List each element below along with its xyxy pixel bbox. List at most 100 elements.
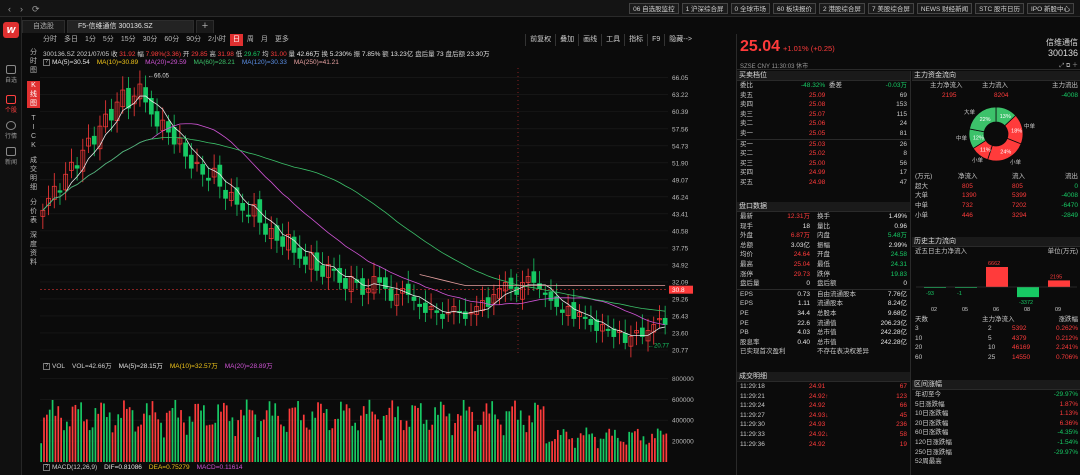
volume-bar <box>334 419 337 462</box>
back-arrow-icon[interactable]: ‹ <box>8 4 11 14</box>
candle-body <box>405 283 411 295</box>
period-button[interactable]: 30分 <box>142 36 158 43</box>
period-button[interactable]: 月 <box>260 36 268 43</box>
toolbar-button[interactable]: 指标 <box>624 34 647 46</box>
volume-bar <box>257 437 259 462</box>
period-button[interactable]: 多日 <box>64 36 78 43</box>
star-icon <box>6 65 16 74</box>
volume-chart[interactable]: 800000 600000 400000 200000 <box>40 368 696 464</box>
quick-link[interactable]: 2 港股综合屏 <box>819 3 865 14</box>
app-logo[interactable]: w <box>3 22 19 38</box>
cell: 1.13% <box>1059 410 1078 418</box>
forward-arrow-icon[interactable]: › <box>20 4 23 14</box>
period-button[interactable]: 90分 <box>186 36 201 43</box>
price-chart[interactable]: 66.05 63.22 60.39 57.56 54.73 51.90 49.07 46.24… <box>40 68 696 358</box>
cell: 206.23亿 <box>880 319 907 327</box>
add-tab-button[interactable]: + <box>195 20 215 33</box>
quick-link[interactable]: 0 全球市场 <box>730 3 770 14</box>
cell: -29.97% <box>1053 391 1078 398</box>
quick-link[interactable]: 60 板块报价 <box>772 3 817 14</box>
toolbar-button[interactable]: 叠加 <box>555 34 578 46</box>
view-tab[interactable]: T I C K <box>30 115 37 149</box>
candle-body <box>228 191 234 201</box>
cell: 11:29:30 <box>740 421 765 429</box>
volume-bar <box>385 415 388 462</box>
cell: 最低 <box>817 260 830 268</box>
period-button[interactable]: 1分 <box>85 36 96 43</box>
volume-bar <box>245 399 248 462</box>
candle-body <box>183 142 188 157</box>
cell: 56 <box>899 159 907 167</box>
toolbar-button[interactable]: 画线 <box>578 34 601 46</box>
volume-bar <box>485 403 488 462</box>
info-value: 42.66万 <box>296 51 320 58</box>
volume-bar <box>419 403 422 462</box>
last-price: 25.04 <box>740 38 781 55</box>
popout-icon[interactable]: ⧉ <box>1066 63 1071 69</box>
tab-watchlist[interactable]: 自选股 <box>22 20 65 33</box>
volume-bar <box>308 429 311 462</box>
view-tab[interactable]: K 线 图 <box>27 81 40 108</box>
indicator-settings-icon[interactable]: ? <box>43 362 50 370</box>
cell: PE <box>740 309 749 317</box>
flow-bar <box>955 286 977 288</box>
info-key: 量 <box>288 51 296 58</box>
expand-icon[interactable]: ⤢ <box>1059 63 1065 69</box>
sidebar-item-stock[interactable]: 个股 <box>0 95 22 114</box>
sidebar-item-market[interactable]: 行情 <box>0 121 22 140</box>
volume-bar <box>428 429 431 462</box>
candle-body <box>451 306 457 313</box>
indicator-settings-icon[interactable]: ? <box>43 464 50 471</box>
period-button[interactable]: 2小时 <box>208 36 226 43</box>
toolbar-button[interactable]: 前复权 <box>525 34 555 46</box>
refresh-icon[interactable]: ⟳ <box>32 4 40 14</box>
add-icon[interactable]: ＋ <box>1071 63 1078 69</box>
period-button[interactable]: 日 <box>229 34 243 46</box>
macd-legend: ? MACD(12,26,9) DIF=0.81086 DEA=0.75279 MACD… <box>43 464 250 471</box>
period-button[interactable]: 分时 <box>43 36 57 43</box>
volume-bar <box>214 422 217 462</box>
view-tab[interactable]: 分 价 表 <box>30 199 37 224</box>
period-button[interactable]: 周 <box>246 36 254 43</box>
quick-link[interactable]: IPO 新股中心 <box>1026 3 1074 14</box>
cell: 24.64 <box>793 251 810 259</box>
candle-body <box>86 137 91 147</box>
quick-link[interactable]: 06 自选股监控 <box>629 3 679 14</box>
quick-link[interactable]: 7 美股综合屏 <box>867 3 914 14</box>
info-key: 低 <box>235 51 243 58</box>
tab-stock[interactable]: F5-信维通信 300136.SZ <box>67 20 194 33</box>
candle-body <box>154 111 160 127</box>
candle-body <box>120 89 126 108</box>
toolbar-button[interactable]: 工具 <box>601 34 624 46</box>
volume-bar <box>662 434 665 462</box>
candle-body <box>331 268 337 271</box>
toolbar-button[interactable]: F9 <box>647 34 664 46</box>
volume-bar <box>200 410 202 462</box>
sidebar-item-favorites[interactable]: 自选 <box>0 65 22 84</box>
sidebar-item-news[interactable]: 新闻 <box>0 147 22 166</box>
quick-link[interactable]: NEWS 财经新闻 <box>916 3 973 14</box>
panel-title: 盘口数据 <box>737 202 910 212</box>
period-button[interactable]: 5分 <box>102 36 114 43</box>
indicator-settings-icon[interactable]: ? <box>43 59 50 66</box>
y-tick-label: 57.56 <box>672 126 689 133</box>
toolbar-button[interactable]: 隐藏--> <box>664 34 696 46</box>
view-tab[interactable]: 深 度 资 料 <box>30 232 37 266</box>
cell: 0 <box>1074 182 1078 190</box>
volume-bar <box>185 434 188 462</box>
info-key: 盘后量 <box>415 51 435 58</box>
quick-link[interactable]: STC 股市日历 <box>975 3 1024 14</box>
volume-bar <box>611 435 613 462</box>
period-button[interactable]: 60分 <box>164 36 180 43</box>
period-button[interactable]: 15分 <box>120 36 136 43</box>
view-tab[interactable]: 成 交 明 细 <box>30 157 37 191</box>
volume-bar <box>579 433 582 462</box>
volume-bar <box>100 402 102 462</box>
view-tab[interactable]: 分 时 图 <box>30 49 37 74</box>
divider <box>737 288 910 290</box>
cell: 25 <box>988 353 996 361</box>
period-button[interactable]: 更多 <box>274 36 289 43</box>
quick-link[interactable]: 1 沪深综合屏 <box>681 3 728 14</box>
candle-body <box>634 330 639 334</box>
cell: 1.87% <box>1059 400 1078 408</box>
